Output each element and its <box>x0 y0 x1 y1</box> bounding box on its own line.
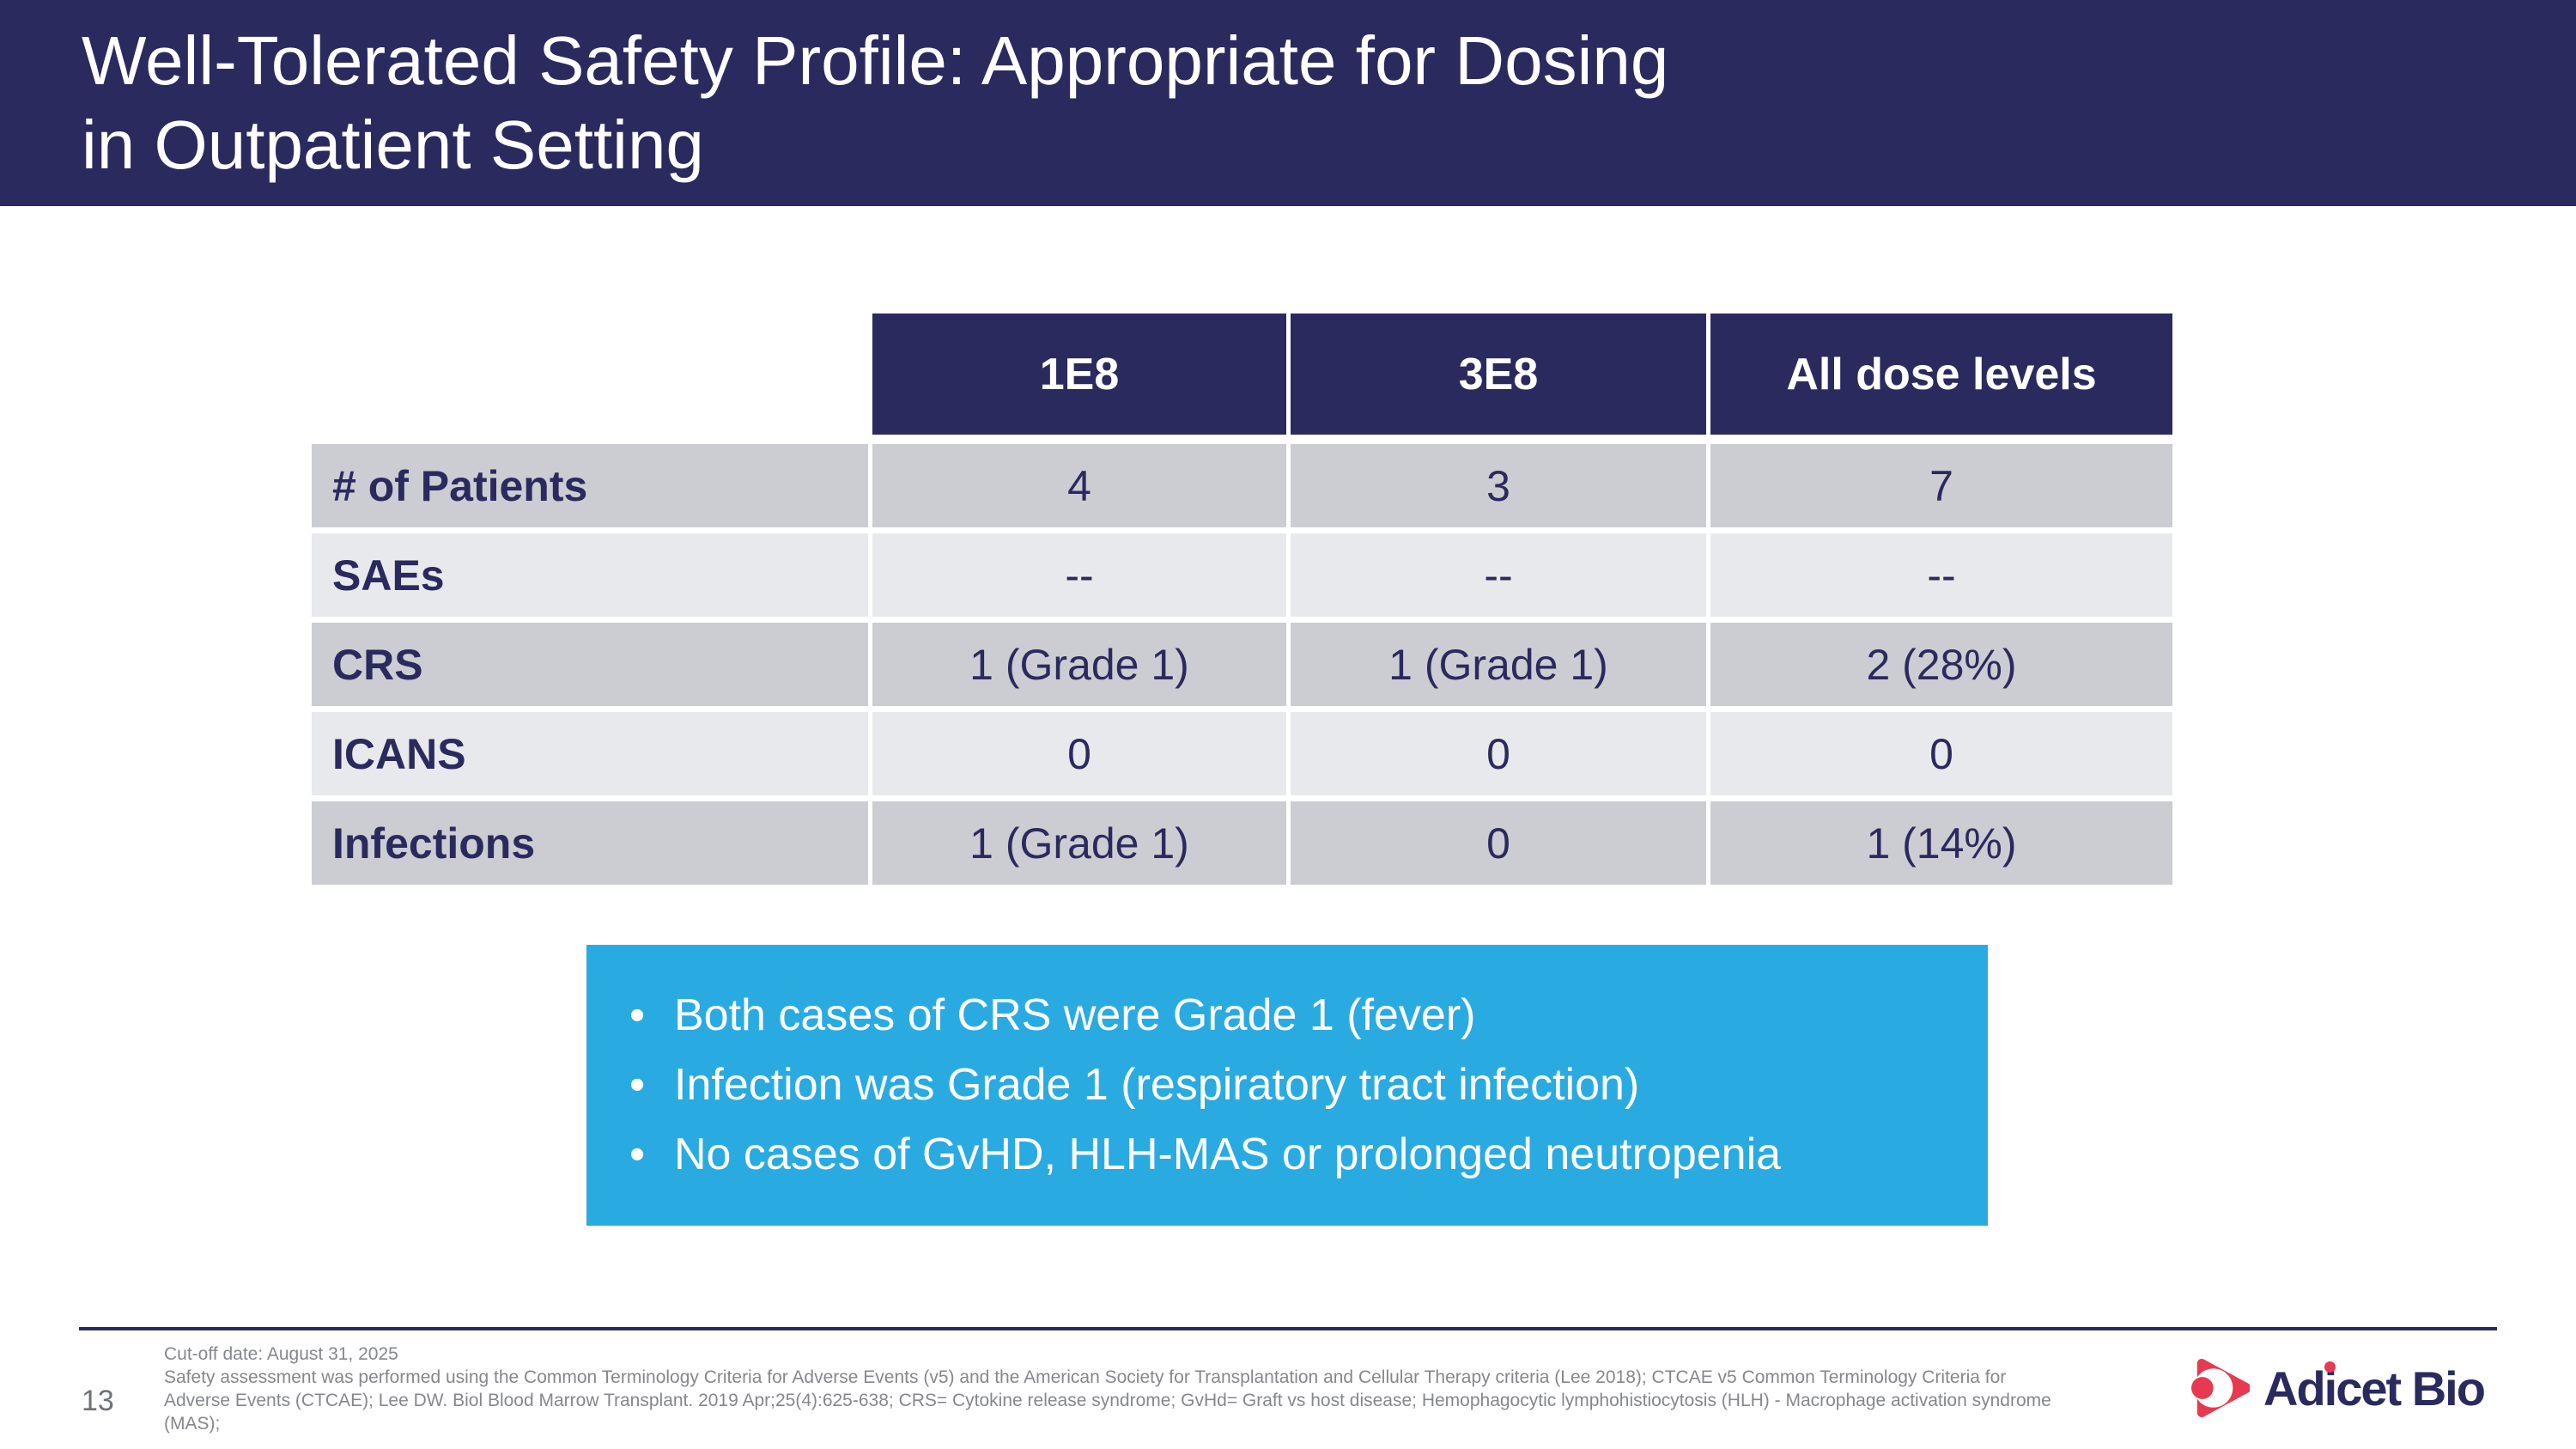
row-label-saes: SAEs <box>312 533 868 617</box>
footnote-line: Cut-off date: August 31, 2025 <box>164 1344 398 1364</box>
cell-value: 2 (28%) <box>1710 623 2172 706</box>
table-header-1e8: 1E8 <box>872 314 1286 435</box>
title-banner: Well-Tolerated Safety Profile: Appropria… <box>0 0 2576 206</box>
bullet-icon: • <box>629 990 646 1040</box>
bullet-icon: • <box>629 1129 646 1179</box>
table-row: # of Patients 4 3 7 <box>312 444 2173 527</box>
bullet-icon: • <box>629 1060 646 1110</box>
callout-bullet-text: Both cases of CRS were Grade 1 (fever) <box>674 990 1476 1040</box>
cell-value: 0 <box>1291 801 1706 885</box>
table-row: SAEs -- -- -- <box>312 533 2173 617</box>
cell-value: 1 (14%) <box>1710 801 2172 885</box>
callout-bullet: • No cases of GvHD, HLH-MAS or prolonged… <box>629 1120 1945 1190</box>
cell-value: 0 <box>1710 712 2172 795</box>
table-row: Infections 1 (Grade 1) 0 1 (14%) <box>312 801 2173 885</box>
cell-value: 0 <box>1291 712 1706 795</box>
logo-text-wrap: Adicet Bio <box>2263 1361 2486 1416</box>
footnote-line: Adverse Events (CTCAE); Lee DW. Biol Blo… <box>164 1391 2051 1410</box>
row-label-infections: Infections <box>312 801 868 885</box>
cell-value: -- <box>1710 533 2172 617</box>
row-label-patients: # of Patients <box>312 444 868 527</box>
cell-value: 7 <box>1710 444 2172 527</box>
table-header-row: 1E8 3E8 All dose levels <box>312 314 2173 435</box>
adicet-logo-mark-icon <box>2191 1359 2250 1417</box>
table-header-3e8: 3E8 <box>1291 314 1706 435</box>
footnote-line: Safety assessment was performed using th… <box>164 1367 2007 1387</box>
logo-i-dot-icon <box>2324 1361 2336 1373</box>
table-row: ICANS 0 0 0 <box>312 712 2173 795</box>
slide-title: Well-Tolerated Safety Profile: Appropria… <box>82 19 1668 187</box>
callout-bullet: • Infection was Grade 1 (respiratory tra… <box>629 1050 1945 1120</box>
key-findings-callout: • Both cases of CRS were Grade 1 (fever)… <box>586 945 1988 1226</box>
table-header-all-dose-levels: All dose levels <box>1710 314 2172 435</box>
row-label-crs: CRS <box>312 623 868 706</box>
cell-value: 1 (Grade 1) <box>1291 623 1706 706</box>
cell-value: 1 (Grade 1) <box>872 623 1286 706</box>
cell-value: 3 <box>1291 444 1706 527</box>
table-header-spacer <box>312 314 868 435</box>
safety-table: 1E8 3E8 All dose levels # of Patients 4 … <box>312 314 2173 891</box>
adicet-bio-logo: Adicet Bio <box>2191 1355 2486 1421</box>
cell-value: -- <box>872 533 1286 617</box>
cell-value: 4 <box>872 444 1286 527</box>
slide-title-line-1: Well-Tolerated Safety Profile: Appropria… <box>82 22 1669 99</box>
cell-value: 0 <box>872 712 1286 795</box>
table-row: CRS 1 (Grade 1) 1 (Grade 1) 2 (28%) <box>312 623 2173 706</box>
cell-value: -- <box>1291 533 1706 617</box>
slide-title-line-2: in Outpatient Setting <box>82 107 704 183</box>
logo-text: Adicet Bio <box>2263 1361 2486 1416</box>
footnote-block: Cut-off date: August 31, 2025 Safety ass… <box>164 1342 2051 1435</box>
footer-divider <box>79 1327 2497 1330</box>
footnote-line: (MAS); <box>164 1414 221 1434</box>
callout-bullet-text: Infection was Grade 1 (respiratory tract… <box>674 1060 1640 1110</box>
callout-bullet-text: No cases of GvHD, HLH-MAS or prolonged n… <box>674 1129 1782 1179</box>
callout-bullet: • Both cases of CRS were Grade 1 (fever) <box>629 981 1945 1050</box>
cell-value: 1 (Grade 1) <box>872 801 1286 885</box>
page-number: 13 <box>82 1385 114 1417</box>
row-label-icans: ICANS <box>312 712 868 795</box>
